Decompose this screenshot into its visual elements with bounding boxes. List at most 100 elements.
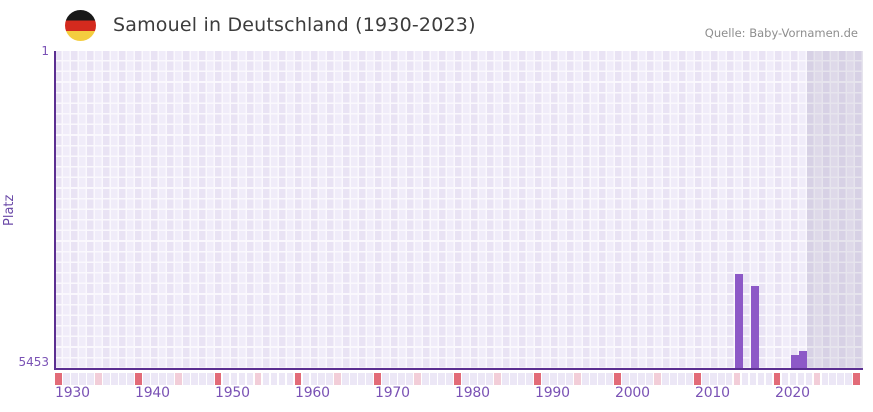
x-tick-1990: 1990 [535,385,570,401]
x-tick-1940: 1940 [135,385,170,401]
year-marker-2003 [637,372,645,385]
year-marker-2014 [725,372,733,385]
year-marker-1990 [534,372,541,385]
year-marker-2010 [693,372,701,385]
x-tick-1950: 1950 [215,385,250,401]
x-tick-1960: 1960 [295,385,330,401]
year-marker-2005 [653,372,661,385]
year-marker-1987 [510,372,517,385]
year-marker-2028 [837,372,845,385]
plot-area [55,51,863,369]
year-marker-2022 [789,372,797,385]
year-marker-1953 [238,372,246,385]
year-marker-1995 [573,372,581,385]
x-tick-1930: 1930 [55,385,90,401]
year-marker-1978 [438,372,446,385]
year-marker-1979 [446,372,454,385]
year-marker-1980 [454,372,462,385]
year-marker-2002 [629,372,637,385]
year-marker-1964 [326,372,334,385]
year-marker-1981 [462,372,469,385]
year-marker-1957 [270,372,278,385]
year-marker-1941 [142,372,150,385]
year-marker-1936 [102,372,110,385]
year-marker-1962 [310,372,318,385]
year-marker-2023 [797,372,805,385]
year-marker-1968 [358,372,366,385]
x-axis-line [54,367,863,370]
year-marker-1966 [342,372,350,385]
year-marker-2024 [805,372,813,385]
bar-2017[interactable] [751,285,759,369]
german-flag-icon [65,10,96,41]
y-axis-line [54,51,56,370]
year-marker-1970 [374,372,382,385]
year-marker-2012 [709,372,717,385]
bar-2015[interactable] [735,273,743,369]
year-marker-1930 [55,372,62,385]
year-marker-1977 [430,372,438,385]
year-marker-1972 [390,372,398,385]
year-marker-2000 [613,372,621,385]
year-marker-2027 [829,372,837,385]
year-marker-2019 [765,372,773,385]
year-marker-2029 [845,372,853,385]
year-marker-2011 [701,372,709,385]
year-marker-1937 [110,372,118,385]
year-marker-1956 [262,372,270,385]
year-marker-1949 [206,372,214,385]
year-marker-2001 [621,372,629,385]
future-years-region [807,51,863,369]
source-credit: Quelle: Baby-Vornamen.de [704,26,858,40]
year-marker-1976 [422,372,430,385]
year-marker-1999 [605,372,613,385]
year-marker-2013 [717,372,725,385]
year-marker-1942 [150,372,158,385]
year-marker-2004 [645,372,653,385]
bar-2022[interactable] [791,354,799,369]
year-marker-2015 [733,372,741,385]
year-marker-1940 [134,372,142,385]
year-marker-1935 [94,372,102,385]
x-tick-2020: 2020 [775,385,810,401]
year-marker-1947 [190,372,198,385]
x-tick-1980: 1980 [455,385,490,401]
year-marker-2020 [773,372,781,385]
year-marker-1982 [470,372,477,385]
year-marker-1960 [294,372,302,385]
year-marker-1933 [78,372,86,385]
year-marker-1954 [246,372,254,385]
x-tick-1970: 1970 [375,385,410,401]
year-marker-2017 [749,372,757,385]
year-marker-1971 [382,372,390,385]
y-axis-label: Platz [2,194,17,226]
year-marker-1950 [214,372,222,385]
year-marker-1951 [222,372,230,385]
x-axis-ticks: 1930 1940 1950 1960 1970 1980 1990 2000 2010 2020 [55,385,863,405]
year-marker-1993 [558,372,565,385]
x-tick-2010: 2010 [695,385,730,401]
year-marker-1955 [254,372,262,385]
year-marker-1934 [86,372,94,385]
year-marker-1975 [414,372,422,385]
year-marker-1944 [166,372,174,385]
year-marker-1967 [350,372,358,385]
year-marker-1984 [486,372,493,385]
bar-2023[interactable] [799,350,807,369]
year-marker-1946 [182,372,190,385]
year-marker-2016 [741,372,749,385]
year-marker-1952 [230,372,238,385]
year-marker-2030 [853,372,861,385]
year-marker-2025 [813,372,821,385]
year-marker-1969 [366,372,374,385]
year-marker-2007 [669,372,677,385]
year-marker-1974 [406,372,414,385]
year-marker-1973 [398,372,406,385]
year-marker-1943 [158,372,166,385]
year-marker-1958 [278,372,286,385]
year-marker-2026 [821,372,829,385]
year-marker-1959 [286,372,294,385]
year-marker-1938 [118,372,126,385]
year-marker-2021 [781,372,789,385]
